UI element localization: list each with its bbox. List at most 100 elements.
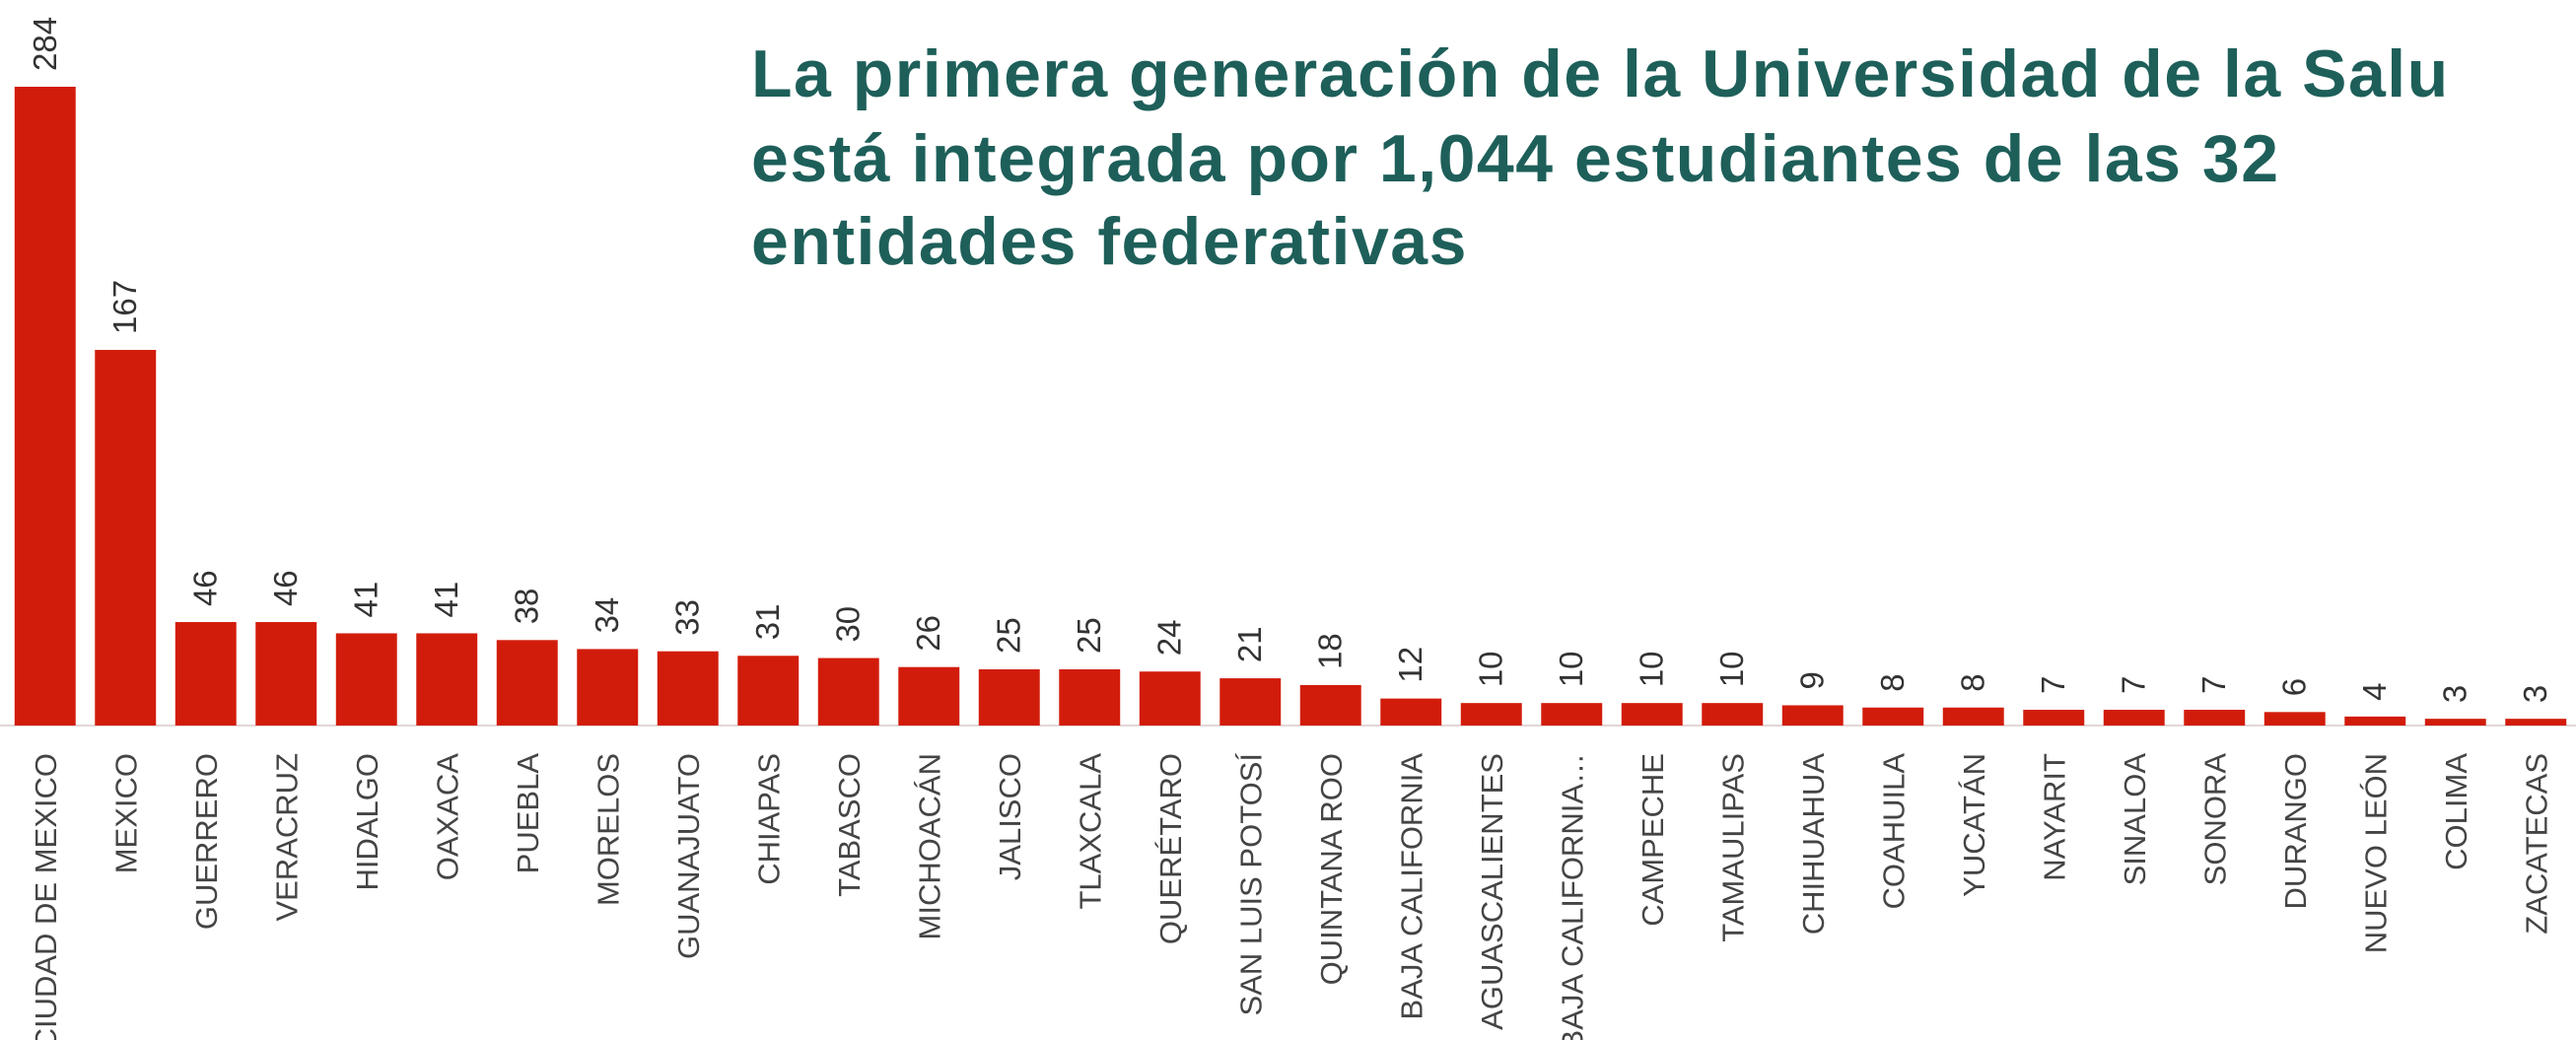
value-label: 6 — [2276, 678, 2313, 696]
bar — [817, 658, 879, 726]
category-label: OAXACA — [430, 753, 464, 881]
value-label: 7 — [2035, 676, 2071, 694]
value-label: 25 — [1071, 617, 1107, 654]
value-label: 8 — [1874, 673, 1911, 691]
category-label: BAJA CALIFORNIA — [1394, 753, 1428, 1020]
value-label: 10 — [1553, 651, 1589, 687]
bar — [2344, 716, 2406, 726]
value-label: 46 — [187, 570, 224, 606]
bar — [2424, 719, 2486, 726]
title-line: La primera generación de la Universidad … — [751, 36, 2450, 111]
value-label: 12 — [1392, 647, 1428, 683]
value-label: 38 — [509, 589, 545, 625]
category-label: CAMPECHE — [1636, 753, 1670, 927]
value-label: 33 — [669, 599, 706, 636]
bar — [1621, 703, 1683, 726]
bar — [2505, 719, 2567, 726]
category-label: YUCATÁN — [1957, 753, 1991, 897]
category-label: PUEBLA — [511, 753, 545, 874]
category-label: QUINTANA ROO — [1314, 753, 1349, 985]
bar — [898, 666, 960, 726]
bar — [1059, 668, 1121, 726]
category-label: VERACRUZ — [269, 753, 304, 922]
bar — [416, 633, 478, 726]
value-label: 3 — [2517, 685, 2553, 703]
value-label: 24 — [1151, 620, 1188, 657]
value-label: 41 — [348, 582, 384, 618]
category-label: TLAXCALA — [1073, 753, 1107, 910]
title-line: está integrada por 1,044 estudiantes de … — [751, 121, 2280, 196]
category-label: MEXICO — [108, 753, 143, 873]
category-label: CHIAPAS — [751, 753, 786, 885]
value-label: 8 — [1955, 673, 1991, 691]
bar — [1781, 705, 1844, 726]
category-label: GUANAJUATO — [671, 753, 706, 959]
bar — [1299, 684, 1361, 726]
bar — [978, 668, 1040, 726]
category-label: SAN LUIS POTOSÍ — [1233, 753, 1268, 1016]
bar — [496, 640, 558, 726]
category-label: QUERÉTARO — [1153, 753, 1188, 944]
bar — [2263, 712, 2326, 726]
category-label: COLIMA — [2439, 753, 2473, 870]
bar — [2023, 710, 2085, 726]
title-line: entidades federativas — [751, 204, 1468, 279]
category-label: NUEVO LEÓN — [2358, 753, 2393, 953]
category-label: TABASCO — [832, 753, 867, 897]
value-label: 7 — [2195, 676, 2232, 694]
value-label: 4 — [2356, 683, 2393, 701]
bar — [2184, 710, 2246, 726]
value-label: 18 — [1312, 633, 1349, 669]
value-label: 284 — [27, 17, 63, 71]
value-label: 31 — [749, 604, 786, 641]
value-label: 7 — [2116, 676, 2152, 694]
category-label: ZACATECAS — [2519, 753, 2553, 935]
bar — [737, 656, 800, 726]
bar — [1380, 698, 1442, 726]
value-label: 30 — [830, 606, 867, 643]
value-label: 26 — [910, 615, 946, 652]
category-label: SINALOA — [2118, 753, 2152, 886]
category-label: COAHUILA — [1876, 753, 1911, 910]
value-label: 41 — [428, 582, 464, 618]
value-label: 167 — [106, 280, 143, 334]
category-label: BAJA CALIFORNIA… — [1555, 753, 1589, 1040]
value-label: 34 — [589, 597, 625, 634]
category-label: SONORA — [2197, 753, 2232, 886]
value-label: 9 — [1794, 671, 1831, 689]
value-label: 10 — [1713, 651, 1750, 687]
bar — [577, 649, 639, 726]
bar — [1460, 703, 1522, 726]
category-label: CIUDAD DE MEXICO — [29, 753, 63, 1040]
bar — [255, 622, 317, 726]
bar — [14, 87, 76, 726]
category-label: JALISCO — [993, 753, 1027, 880]
value-label: 10 — [1473, 651, 1509, 687]
category-label: GUERRERO — [189, 753, 224, 930]
category-label: MICHOACÁN — [912, 753, 946, 939]
category-label: MORELOS — [591, 753, 625, 906]
category-label: NAYARIT — [2037, 753, 2071, 881]
category-label: CHIHUAHUA — [1796, 753, 1831, 936]
bar — [1541, 703, 1603, 726]
value-label: 21 — [1231, 626, 1268, 662]
category-label: DURANGO — [2278, 753, 2313, 909]
bar — [1862, 707, 1924, 726]
bar — [174, 622, 237, 726]
bar — [95, 349, 157, 726]
bar — [1139, 671, 1201, 726]
value-label: 25 — [991, 617, 1027, 654]
value-label: 10 — [1634, 651, 1670, 687]
bar — [2103, 710, 2165, 726]
title: La primera generación de la Universidad … — [751, 36, 2450, 279]
category-label: HIDALGO — [350, 753, 384, 891]
category-label: TAMAULIPAS — [1715, 753, 1750, 942]
bar — [1702, 703, 1764, 726]
value-label: 46 — [267, 570, 304, 606]
bar — [335, 633, 397, 726]
bar — [1219, 678, 1282, 726]
value-label: 3 — [2437, 685, 2473, 703]
category-label: AGUASCALIENTES — [1475, 753, 1509, 1030]
bar — [1942, 707, 2004, 726]
